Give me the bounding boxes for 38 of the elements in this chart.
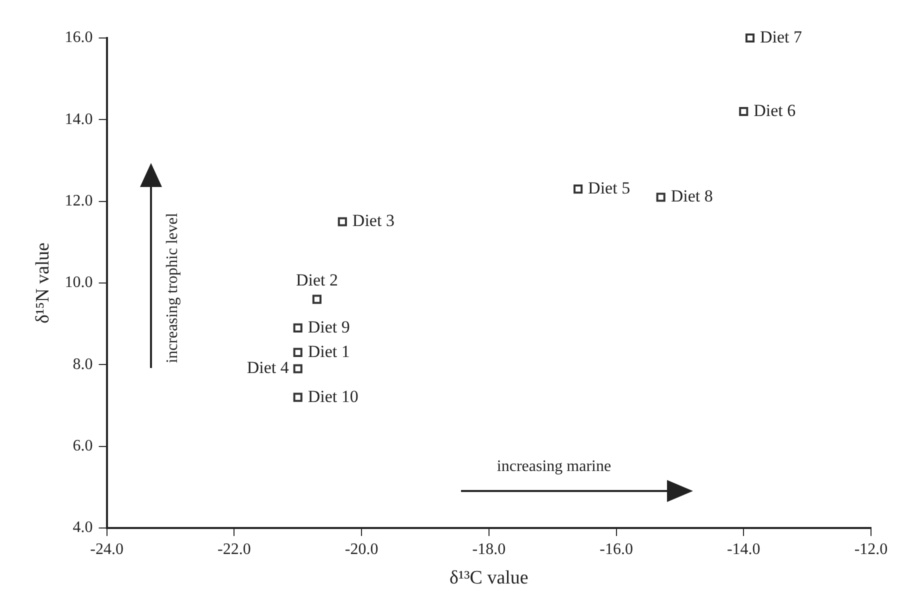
data-label: Diet 7	[760, 27, 803, 46]
data-label: Diet 1	[308, 342, 350, 361]
point	[293, 348, 302, 357]
point	[293, 392, 302, 402]
point	[574, 184, 583, 194]
point	[312, 294, 322, 304]
x-tick-label: -12.0	[854, 540, 888, 558]
point	[656, 192, 666, 202]
point	[293, 364, 302, 374]
data-label: Diet 8	[670, 186, 713, 206]
annotation: increasing marine	[496, 458, 612, 476]
point	[739, 106, 748, 116]
data-label: Diet 9	[308, 317, 350, 336]
data-label: Diet 6	[754, 100, 796, 120]
y-axis-title: δ¹⁵N value	[32, 242, 54, 324]
x-tick-label: -22.0	[218, 540, 251, 558]
y-tick-label: 8.0	[72, 356, 93, 373]
y-tick-label: 14.0	[64, 110, 93, 128]
annotation: increasing trophic level	[164, 212, 182, 364]
x-tick-label: -18.0	[472, 540, 506, 558]
x-tick-label: -16.0	[600, 540, 633, 558]
y-tick-label: 6.0	[72, 438, 93, 455]
data-label: Diet 10	[308, 386, 358, 406]
x-tick-label: -24.0	[90, 540, 124, 558]
data-label: Diet 5	[588, 178, 630, 198]
data-label: Diet 4	[246, 358, 290, 378]
y-tick-label: 10.0	[64, 274, 93, 292]
point	[338, 217, 347, 226]
x-axis-title: δ¹³C value	[449, 568, 528, 589]
data-label: Diet 3	[352, 211, 394, 230]
y-tick-label: 12.0	[64, 192, 93, 210]
x-tick-label: -20.0	[344, 540, 378, 558]
y-tick-label: 16.0	[64, 29, 93, 46]
data-label: Diet 2	[296, 270, 338, 290]
point	[293, 323, 302, 332]
y-tick-label: 4.0	[72, 519, 93, 536]
point	[745, 33, 755, 43]
x-tick-label: -14.0	[726, 540, 760, 558]
